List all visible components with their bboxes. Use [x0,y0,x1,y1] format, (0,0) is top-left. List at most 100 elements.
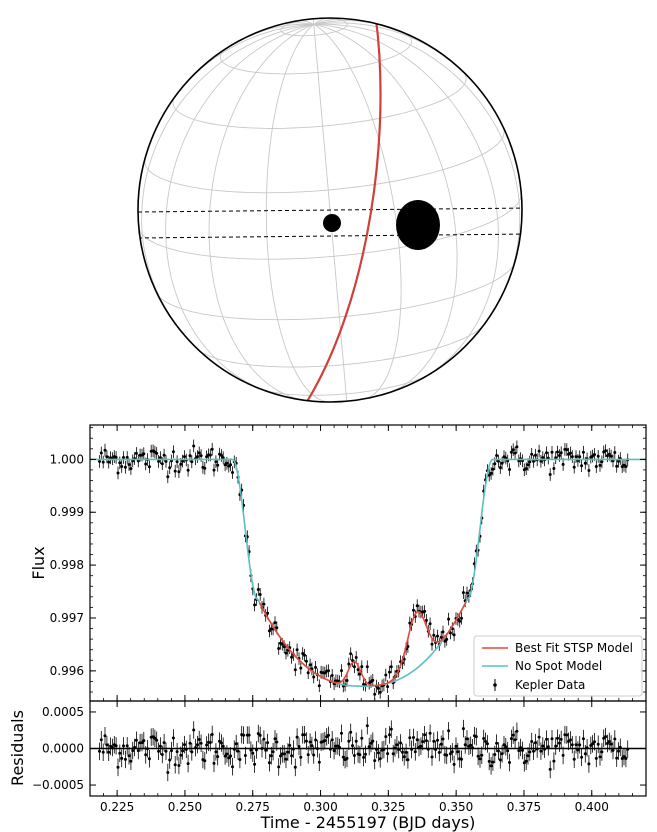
data-point [306,671,310,675]
residual-point [561,753,565,757]
data-point [559,451,563,455]
data-point [256,588,260,591]
data-point [210,447,214,451]
legend-data-label: Kepler Data [515,678,585,692]
residual-point [267,761,271,765]
meridian-line [208,23,314,401]
residual-point [212,761,216,765]
residual-point [304,739,308,743]
residual-point [548,767,552,771]
residual-point [474,735,478,739]
data-point [199,454,203,458]
data-point [340,669,343,673]
data-point [352,665,356,669]
data-point [275,626,279,630]
residual-point [123,757,127,761]
residual-point [388,733,391,737]
stsp-model-line [258,601,467,687]
residual-point [160,753,164,756]
latitude-line [156,262,516,321]
data-point [116,471,120,475]
data-point [216,463,220,467]
data-point [594,465,598,468]
data-point [221,456,225,460]
transit-chord-upper [138,207,522,213]
residual-point [352,754,356,757]
residual-point [362,755,366,759]
data-point [406,645,410,648]
light-curve-panel: 0.996 0.997 0.998 0.999 1.000 Flux Best Fit … [29,424,647,702]
residual-point [190,750,194,754]
residual-point [408,736,412,740]
data-point [195,455,199,459]
residual-point [395,743,399,747]
data-point [552,467,556,470]
residual-point [404,750,408,754]
residual-point [604,735,608,739]
residual-point [441,737,445,741]
residual-point [327,733,330,737]
data-point [578,455,582,459]
residual-point [556,736,559,740]
residual-point [253,762,257,766]
data-point [533,453,537,457]
residual-point [155,738,159,742]
residual-point [432,739,436,743]
residual-point [447,729,451,733]
residual-point [286,750,290,754]
time-tick-label: 0.250 [168,800,202,814]
data-point [581,450,585,454]
data-point [304,659,308,663]
data-point [428,622,432,626]
data-point [508,468,511,471]
data-point [498,466,502,470]
data-point [365,665,369,669]
data-point [177,470,181,474]
data-point [541,456,545,460]
data-point [345,679,349,682]
residual-point [463,743,467,747]
star-outline [137,17,523,403]
data-point [190,460,194,464]
residual-point [271,750,275,754]
data-point [284,651,288,655]
residual-point [175,750,179,754]
residual-point [421,740,425,744]
residual-point [498,758,502,762]
data-point [181,459,185,463]
residual-point [134,738,138,742]
residual-point [195,743,199,747]
data-point [349,652,353,656]
data-point [373,692,377,696]
residual-point [297,745,301,748]
residual-point [578,743,582,747]
data-point [537,449,541,453]
residual-point [354,739,358,743]
time-tick-label: 0.375 [507,800,541,814]
data-point [262,602,266,606]
residual-point [493,753,497,756]
residuals-panel: 0.0005 0.0000 −0.0005 0.225 0.250 0.275 0.300 0… [8,700,647,832]
data-point [162,453,166,457]
residual-point [484,739,487,743]
residual-point [554,744,558,748]
data-point [432,633,436,637]
residual-point [369,741,373,745]
data-point [186,468,190,472]
data-point [314,665,318,669]
residual-point [580,755,584,759]
residual-point [367,745,371,749]
residual-point [214,750,218,754]
residual-point [358,753,362,757]
legend: Best Fit STSP Model No Spot Model Kepler… [473,635,643,697]
data-point [496,459,500,463]
residual-point [303,733,306,737]
data-point [354,656,358,659]
residual-point [166,771,170,774]
data-point [487,473,491,477]
residual-point [208,741,212,744]
residual-point [183,743,186,747]
residual-point [273,737,277,741]
residual-point [345,756,349,760]
data-point [511,448,515,452]
